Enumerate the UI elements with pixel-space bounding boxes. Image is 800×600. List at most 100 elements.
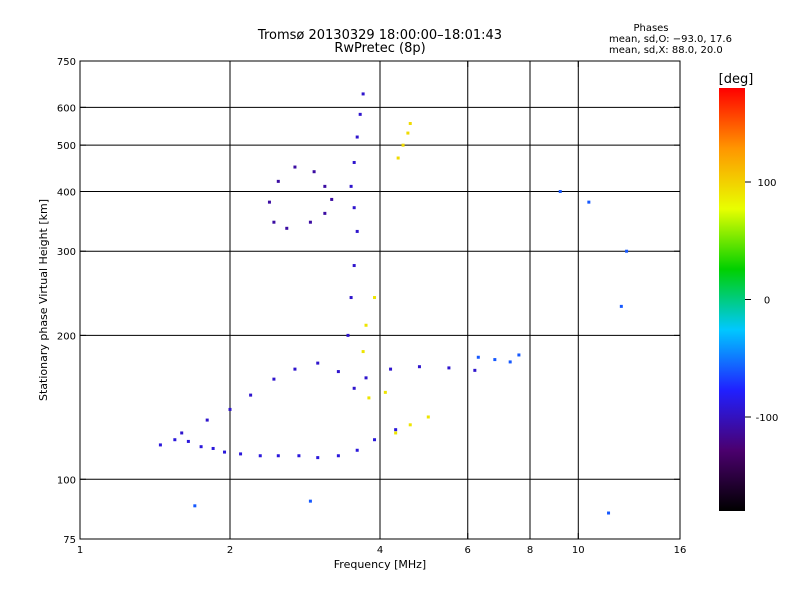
data-point [607, 511, 611, 515]
data-point [239, 452, 243, 456]
data-point [408, 423, 412, 427]
data-point [258, 454, 262, 458]
data-point [272, 377, 276, 381]
data-point [396, 156, 400, 160]
data-point [406, 131, 410, 135]
plot-area: 1 2 4 6 8 10 16 75 100 200 300 400 500 600 750 [57, 57, 686, 556]
x-tick-label: 16 [674, 545, 687, 556]
data-point [373, 438, 377, 442]
data-point [383, 390, 387, 394]
grid-lines [80, 61, 680, 539]
x-tick-label: 10 [572, 545, 585, 556]
phase-stats-x: mean, sd,X: 88.0, 20.0 [609, 45, 723, 56]
data-point [364, 376, 368, 380]
data-point [389, 367, 393, 371]
y-tick-label: 500 [57, 141, 76, 152]
colorbar-ticks: 100 0 -100 [745, 178, 778, 424]
chart-subtitle: RwPretec (8p) [334, 41, 425, 56]
x-tick-label: 1 [77, 545, 83, 556]
data-point [355, 448, 359, 452]
data-point [401, 143, 405, 147]
data-point [373, 296, 377, 300]
data-point [361, 350, 365, 354]
data-point [355, 229, 359, 233]
data-point [297, 454, 301, 458]
data-point [276, 179, 280, 183]
data-point [587, 200, 591, 204]
data-point [211, 446, 215, 450]
data-point [447, 366, 451, 370]
data-point [158, 443, 162, 447]
data-point [293, 367, 297, 371]
y-axis-label: Stationary phase Virtual Height [km] [37, 199, 50, 401]
x-tick-label: 6 [465, 545, 471, 556]
y-tick-label: 600 [57, 103, 76, 114]
data-point [417, 365, 421, 369]
data-point [223, 450, 227, 454]
y-tick-label: 100 [57, 475, 76, 486]
data-point [267, 200, 271, 204]
data-point [394, 431, 398, 435]
colorbar-label: [deg] [719, 72, 754, 87]
data-point [308, 220, 312, 224]
y-tick-label: 200 [57, 331, 76, 342]
data-point [408, 122, 412, 126]
data-point [358, 112, 362, 116]
data-point [361, 92, 365, 96]
chart-title: Tromsø 20130329 18:00:00–18:01:43 [257, 28, 502, 43]
data-point [476, 355, 480, 359]
data-point [330, 197, 334, 201]
y-tick-label: 400 [57, 187, 76, 198]
data-point [352, 386, 356, 390]
data-point [312, 170, 316, 174]
data-point [473, 368, 477, 372]
data-point [493, 358, 497, 362]
data-point [228, 407, 232, 411]
axis-ticks: 1 2 4 6 8 10 16 75 100 200 300 400 500 600 750 [57, 57, 686, 556]
data-point [364, 323, 368, 327]
colorbar-tick-label: 0 [764, 296, 770, 307]
data-point [308, 499, 312, 503]
colorbar-tick-label: -100 [756, 413, 779, 424]
data-point [619, 304, 623, 308]
data-point [394, 428, 398, 432]
data-point [352, 160, 356, 164]
colorbar [719, 88, 745, 511]
data-point [625, 249, 629, 253]
data-point [508, 360, 512, 364]
data-point [186, 439, 190, 443]
data-point [349, 296, 353, 300]
data-point [336, 454, 340, 458]
x-axis-label: Frequency [MHz] [334, 558, 426, 571]
data-point [355, 135, 359, 139]
data-point [285, 226, 289, 230]
x-tick-label: 8 [527, 545, 533, 556]
data-point [316, 361, 320, 365]
data-point [293, 165, 297, 169]
data-point [249, 393, 253, 397]
data-point [173, 438, 177, 442]
data-point [367, 396, 371, 400]
data-point [336, 370, 340, 374]
data-point [323, 184, 327, 188]
data-point [205, 418, 209, 422]
data-point [352, 206, 356, 210]
data-point [272, 220, 276, 224]
data-point [349, 184, 353, 188]
phase-header: Phases [633, 23, 668, 34]
data-point [276, 454, 280, 458]
y-tick-label: 300 [57, 247, 76, 258]
x-tick-label: 2 [227, 545, 233, 556]
data-point [199, 445, 203, 449]
data-point [180, 431, 184, 435]
data-point [346, 333, 350, 337]
data-point [426, 415, 430, 419]
y-tick-label: 75 [63, 535, 76, 546]
y-tick-label: 750 [57, 57, 76, 68]
data-points [158, 92, 629, 515]
data-point [352, 264, 356, 268]
data-point [323, 211, 327, 215]
data-point [558, 189, 562, 193]
data-point [193, 504, 197, 508]
